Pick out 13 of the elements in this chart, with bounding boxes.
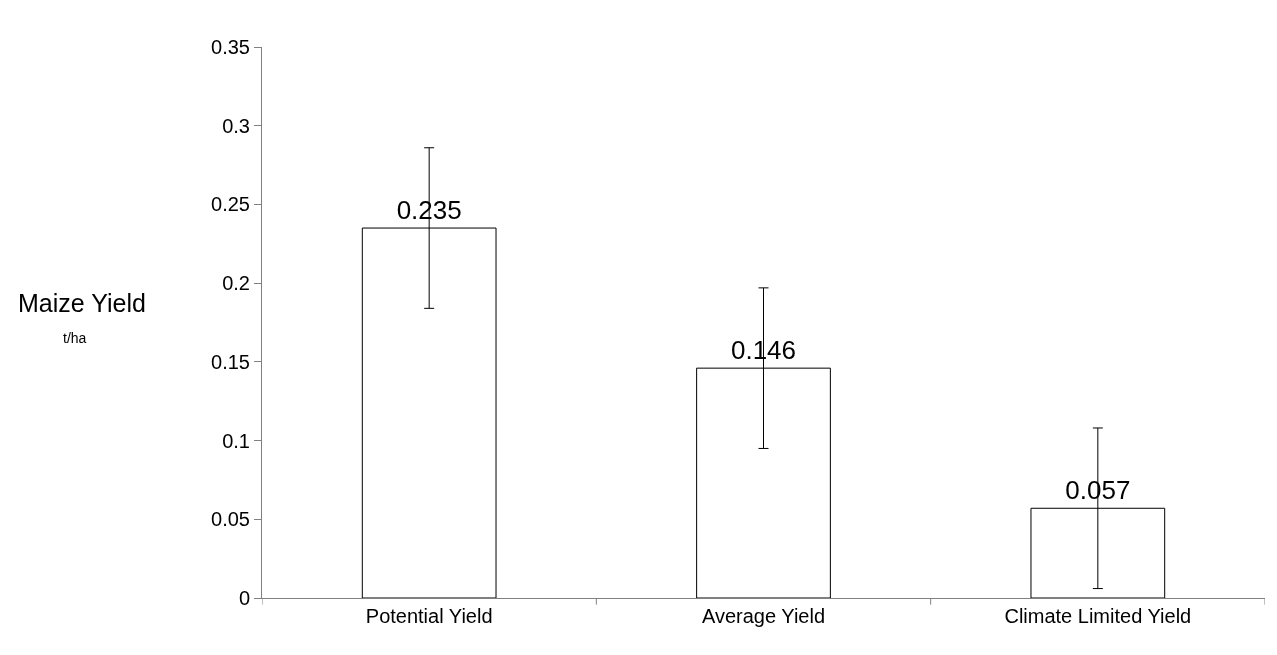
y-tick-label: 0.3	[222, 114, 250, 137]
y-axis-title: Maize Yield	[18, 289, 146, 317]
y-tick-label: 0.05	[211, 508, 250, 531]
y-tick-label: 0.15	[211, 350, 250, 373]
text: t/ha	[63, 330, 87, 346]
x-tick-label: Average Yield	[701, 605, 826, 627]
y-tick-label: 0.2	[222, 272, 250, 295]
y-tick-label: 0.1	[222, 429, 250, 452]
x-tick-label: Climate Limited Yield	[1004, 605, 1192, 627]
y-tick-label: 0	[238, 587, 250, 609]
x-tick-label: Potential Yield	[365, 605, 493, 627]
y-tick-label: 0.25	[211, 193, 250, 216]
y-tick-label: 0.35	[211, 36, 250, 58]
